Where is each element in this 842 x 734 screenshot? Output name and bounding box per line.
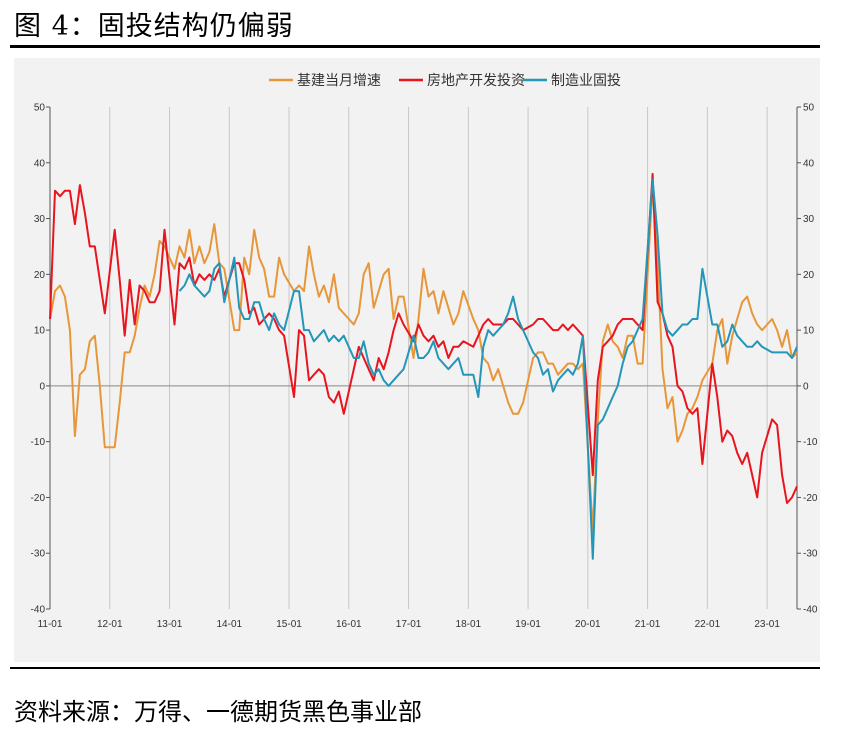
x-tick-label: 11-01 — [38, 619, 63, 630]
legend-label-1: 基建当月增速 — [297, 72, 381, 89]
x-tick-label: 13-01 — [157, 619, 183, 630]
y-tick-label: -40 — [31, 605, 46, 616]
y2-tick-label: -10 — [803, 437, 818, 448]
x-tick-label: 22-01 — [695, 619, 721, 630]
y-tick-label: 0 — [39, 381, 45, 392]
x-tick-label: 14-01 — [216, 619, 242, 630]
y2-tick-label: -40 — [803, 605, 818, 616]
y-tick-label: 30 — [34, 214, 46, 225]
legend-label-3: 制造业固投 — [551, 73, 621, 89]
series-line-3 — [178, 178, 798, 560]
x-tick-label: 19-01 — [515, 619, 541, 630]
y-tick-label: -30 — [31, 549, 46, 560]
legend: 基建当月增速 房地产开发投资 制造业固投 — [269, 72, 621, 89]
y-tick-label: -20 — [31, 493, 46, 504]
x-tick-label: 18-01 — [456, 619, 482, 630]
y2-tick-label: 40 — [803, 158, 815, 169]
series-layer — [49, 172, 798, 560]
x-tick-label: 12-01 — [97, 619, 123, 630]
series-line-2 — [49, 172, 798, 504]
line-chart: 11-01 12-01 13-01 14-01 15-01 16-01 17-01 18-01… — [31, 72, 818, 631]
grid-layer — [109, 107, 768, 609]
y2-tick-label: -20 — [803, 493, 818, 504]
y-tick-label: 20 — [34, 270, 46, 281]
x-tick-label: 23-01 — [754, 619, 780, 630]
y2-tick-label: 30 — [803, 214, 815, 225]
y2-tick-label: 50 — [803, 103, 815, 114]
y-tick-label: 10 — [34, 326, 46, 337]
x-tick-label: 20-01 — [575, 619, 601, 630]
top-rule — [10, 45, 820, 48]
legend-label-2: 房地产开发投资 — [427, 73, 525, 89]
x-tick-label: 21-01 — [635, 619, 661, 630]
x-tick-label: 16-01 — [336, 619, 362, 630]
x-tick-label: 17-01 — [396, 619, 422, 630]
figure-title: 图 4：固投结构仍偏弱 — [14, 11, 294, 42]
x-tick-label: 15-01 — [276, 619, 302, 630]
axis-layer: 11-01 12-01 13-01 14-01 15-01 16-01 17-01 18-01… — [31, 103, 818, 631]
bottom-rule — [10, 667, 820, 669]
y-tick-label: 50 — [34, 103, 46, 114]
y2-tick-label: 20 — [803, 270, 815, 281]
series-line-1 — [49, 184, 798, 532]
y-tick-label: -10 — [31, 437, 46, 448]
y2-tick-label: 0 — [803, 381, 809, 392]
y2-tick-label: -30 — [803, 549, 818, 560]
y2-tick-label: 10 — [803, 326, 815, 337]
source-note: 资料来源：万得、一德期货黑色事业部 — [14, 698, 422, 726]
chart-panel: 11-01 12-01 13-01 14-01 15-01 16-01 17-01 18-01… — [14, 58, 820, 662]
y-tick-label: 40 — [34, 158, 46, 169]
